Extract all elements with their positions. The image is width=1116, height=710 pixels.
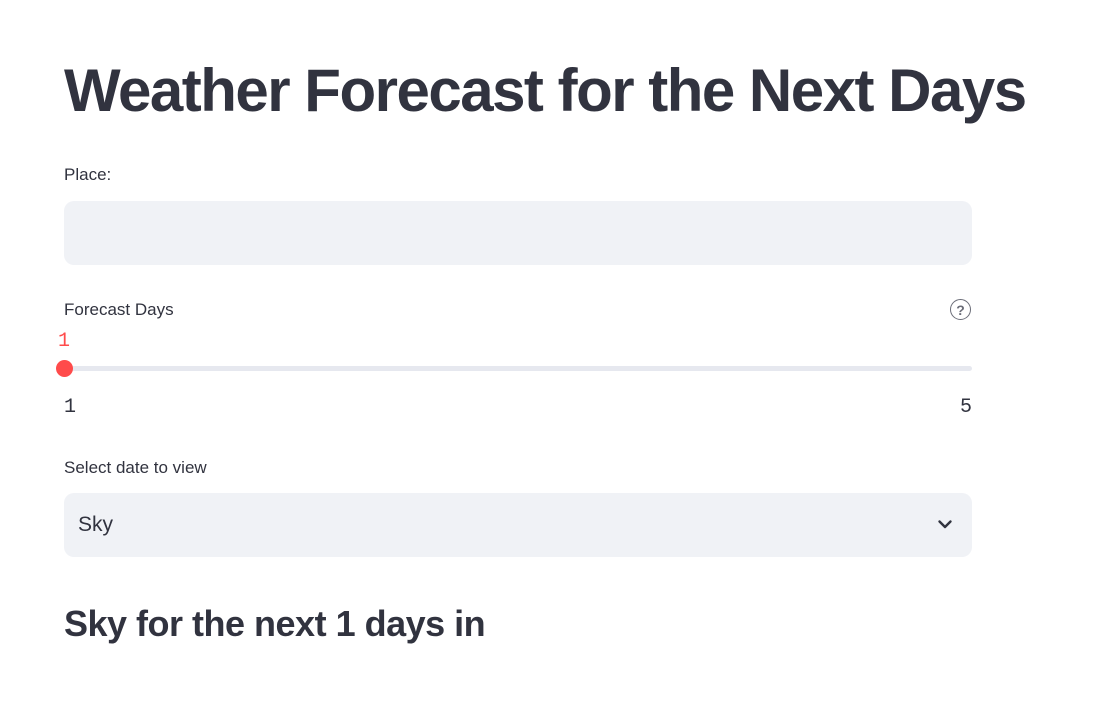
forecast-days-slider-thumb[interactable] — [56, 360, 73, 377]
forecast-days-slider-track[interactable] — [64, 366, 972, 371]
slider-max-label: 5 — [960, 396, 973, 419]
place-label: Place: — [64, 165, 112, 184]
slider-min-label: 1 — [64, 396, 77, 419]
view-select-value: Sky — [78, 513, 114, 536]
place-input[interactable] — [64, 201, 972, 265]
view-select-dropdown[interactable]: Sky — [64, 493, 972, 557]
view-select-label: Select date to view — [64, 458, 207, 477]
chevron-down-icon — [938, 520, 952, 529]
page-title: Weather Forecast for the Next Days — [64, 57, 1027, 124]
forecast-subheader: Sky for the next 1 days in — [64, 603, 486, 644]
forecast-days-label: Forecast Days — [64, 300, 174, 319]
slider-current-value: 1 — [58, 330, 71, 353]
question-circle-icon[interactable]: ? — [950, 299, 971, 320]
